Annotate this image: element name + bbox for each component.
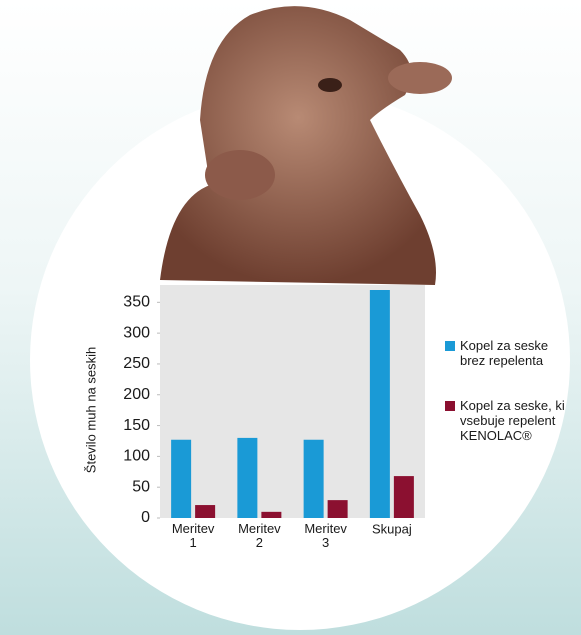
y-tick-label: 150 xyxy=(123,417,150,434)
legend-entry: Kopel za seske brez repelenta xyxy=(460,338,572,368)
bar xyxy=(394,476,414,518)
chart: Število muh na seskih 0 50 100 150 200 250 300… xyxy=(0,0,581,635)
bar xyxy=(304,440,324,518)
bar xyxy=(195,505,215,518)
y-tick-label: 50 xyxy=(132,478,150,495)
x-tick-label: Skupaj xyxy=(372,521,412,536)
bar xyxy=(370,290,390,518)
bar xyxy=(171,440,191,518)
bar xyxy=(328,500,348,518)
legend-swatch xyxy=(445,341,455,351)
legend-label: Kopel za seske brez repelenta xyxy=(460,338,548,368)
y-tick-label: 350 xyxy=(123,294,150,311)
x-tick-label-line: 3 xyxy=(322,535,329,550)
y-tick-label: 250 xyxy=(123,355,150,372)
x-tick-label-line: Meritev xyxy=(304,521,347,536)
y-tick-label: 200 xyxy=(123,386,150,403)
x-tick-label-line: 2 xyxy=(256,535,263,550)
bar xyxy=(237,438,257,518)
x-tick-label-line: Meritev xyxy=(172,521,215,536)
y-tick-label: 300 xyxy=(123,324,150,341)
x-tick-label-line: 1 xyxy=(190,535,197,550)
legend-label: Kopel za seske, ki vsebuje repelent KENO… xyxy=(460,398,565,443)
y-tick-label: 0 xyxy=(141,509,150,526)
legend-swatch xyxy=(445,401,455,411)
legend-entry: Kopel za seske, ki vsebuje repelent KENO… xyxy=(460,398,572,443)
bar xyxy=(261,512,281,518)
y-axis-title: Število muh na seskih xyxy=(83,347,98,473)
y-tick-label: 100 xyxy=(123,448,150,465)
page: Število muh na seskih 0 50 100 150 200 250 300… xyxy=(0,0,581,635)
x-tick-label-line: Meritev xyxy=(238,521,281,536)
